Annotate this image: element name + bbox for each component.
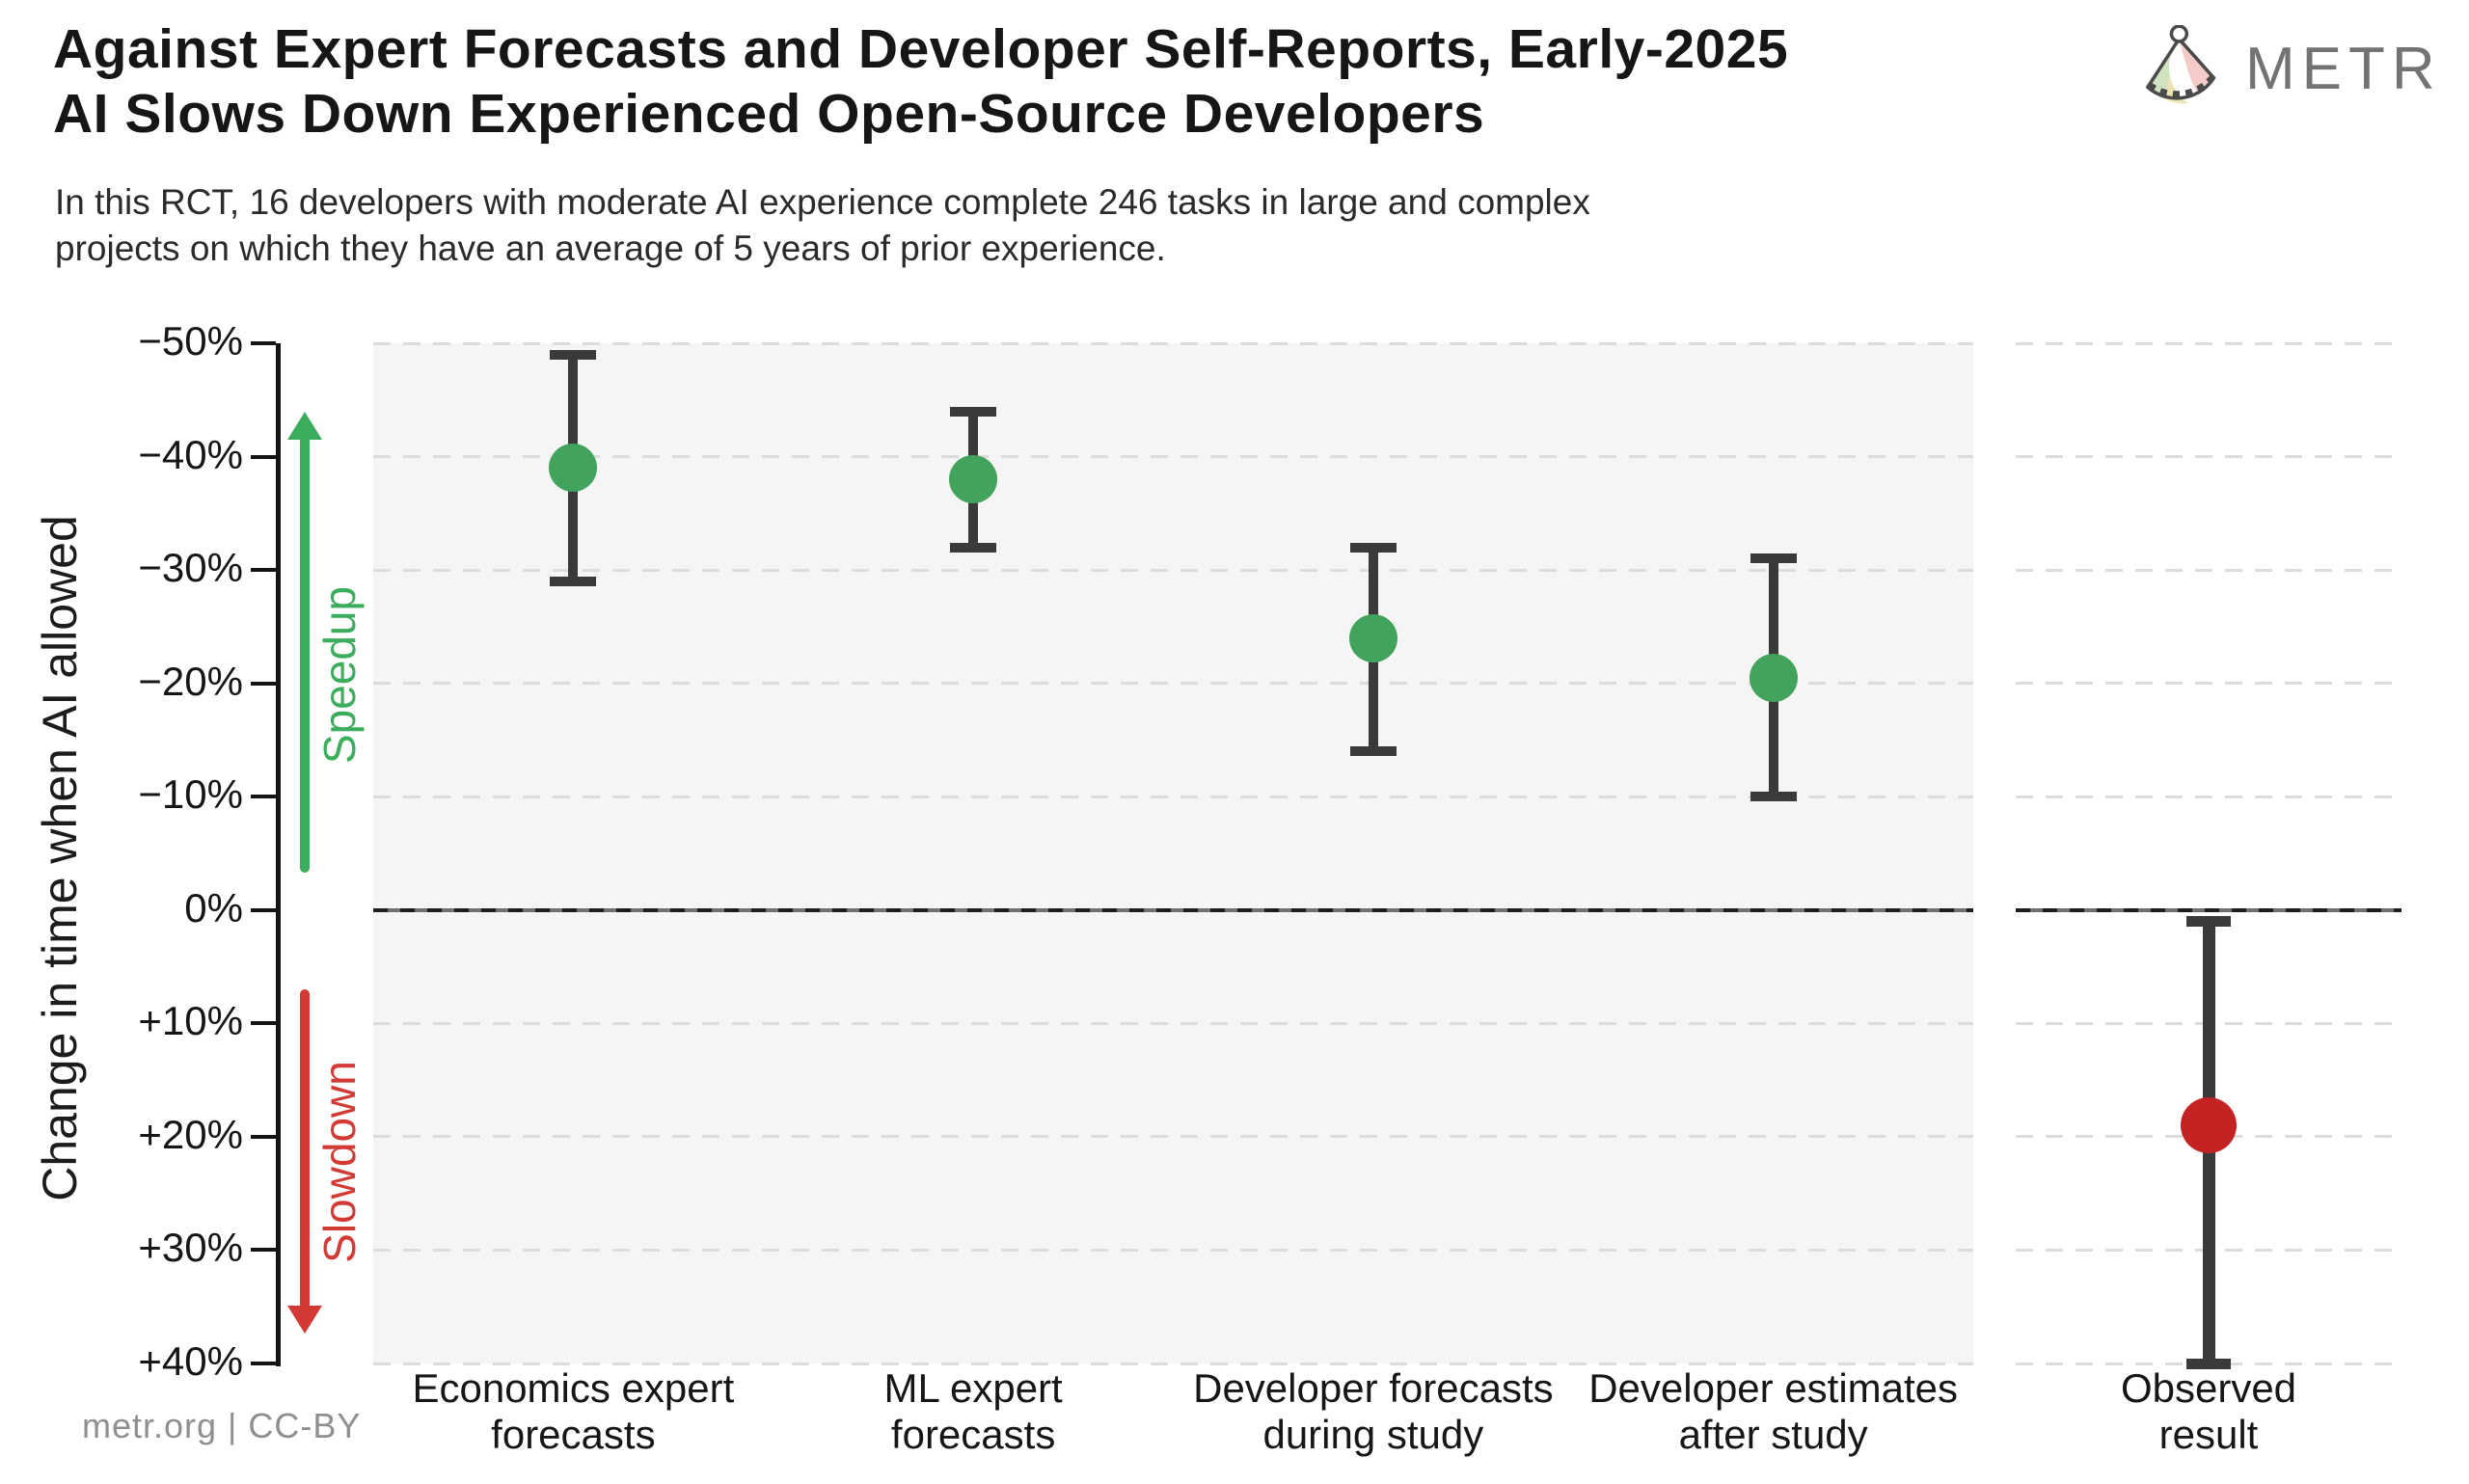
speedup-arrowhead-icon bbox=[287, 411, 322, 440]
metr-logo-icon bbox=[2146, 24, 2216, 103]
grid-line-main-10 bbox=[373, 1021, 1973, 1025]
y-tick-label-20: +20% bbox=[138, 1111, 243, 1157]
data-point-observed-result bbox=[2181, 1097, 2237, 1154]
data-point-economics-expert-forecasts bbox=[549, 444, 598, 493]
y-tick-label--30: −30% bbox=[138, 545, 243, 591]
error-cap-bottom-observed-result bbox=[2186, 1358, 2231, 1369]
grid-line-observed--10 bbox=[2016, 795, 2401, 798]
y-axis-spine bbox=[276, 343, 281, 1366]
y-axis-tick-40 bbox=[251, 1362, 276, 1365]
y-tick-label-40: +40% bbox=[138, 1338, 243, 1384]
error-cap-top-observed-result bbox=[2186, 916, 2231, 928]
error-cap-bottom-developer-estimates-after-study bbox=[1750, 792, 1797, 802]
grid-line-main--30 bbox=[373, 568, 1973, 572]
y-tick-label--20: −20% bbox=[138, 658, 243, 704]
error-cap-bottom-ml-expert-forecasts bbox=[950, 542, 997, 553]
grid-line-observed--50 bbox=[2016, 341, 2401, 345]
grid-line-main--10 bbox=[373, 795, 1973, 798]
metr-logo-text: METR bbox=[2245, 36, 2442, 102]
data-point-developer-estimates-after-study bbox=[1749, 653, 1798, 702]
y-axis-tick--20 bbox=[251, 681, 276, 686]
error-cap-top-ml-expert-forecasts bbox=[950, 406, 997, 417]
y-axis-tick-30 bbox=[251, 1248, 276, 1253]
grid-line-main-30 bbox=[373, 1248, 1973, 1252]
data-point-developer-forecasts-during-study bbox=[1348, 613, 1397, 662]
x-axis-label-developer-estimates-after-study: Developer estimates after study bbox=[1588, 1365, 1959, 1457]
speedup-label: Speedup bbox=[314, 585, 365, 765]
data-point-ml-expert-forecasts bbox=[949, 455, 998, 504]
metr-logo: METR bbox=[2139, 23, 2457, 115]
y-axis-tick--30 bbox=[251, 568, 276, 573]
grid-line-main-40 bbox=[373, 1362, 1973, 1365]
plot-panel-main bbox=[373, 343, 1973, 1363]
error-cap-top-economics-expert-forecasts bbox=[550, 349, 597, 360]
zero-line-dashes-observed bbox=[2016, 907, 2401, 912]
y-tick-label-10: +10% bbox=[138, 998, 243, 1044]
x-axis-label-economics-expert-forecasts: Economics expert forecasts bbox=[412, 1365, 735, 1457]
y-axis-tick-20 bbox=[251, 1134, 276, 1139]
error-cap-top-developer-forecasts-during-study bbox=[1349, 542, 1397, 553]
y-tick-label-30: +30% bbox=[138, 1225, 243, 1271]
speedup-arrow-line bbox=[300, 435, 310, 873]
grid-line-observed--30 bbox=[2016, 568, 2401, 572]
slowdown-arrow-line bbox=[300, 989, 310, 1310]
y-tick-label--40: −40% bbox=[138, 431, 243, 477]
grid-line-main--40 bbox=[373, 455, 1973, 459]
y-axis-tick--10 bbox=[251, 795, 276, 799]
x-axis-label-observed-result: Observed result bbox=[2120, 1365, 2297, 1457]
page-title: Against Expert Forecasts and Developer S… bbox=[53, 18, 1789, 145]
error-cap-top-developer-estimates-after-study bbox=[1750, 553, 1797, 564]
grid-line-main--50 bbox=[373, 341, 1973, 345]
credit-text: metr.org | CC-BY bbox=[82, 1406, 362, 1445]
y-axis-tick-10 bbox=[251, 1021, 276, 1026]
error-cap-bottom-economics-expert-forecasts bbox=[550, 576, 597, 586]
x-axis-label-ml-expert-forecasts: ML expert forecasts bbox=[883, 1365, 1063, 1457]
slowdown-label: Slowdown bbox=[314, 1061, 365, 1263]
chart-subtitle: In this RCT, 16 developers with moderate… bbox=[55, 182, 1590, 268]
grid-line-main-20 bbox=[373, 1135, 1973, 1139]
y-tick-label--50: −50% bbox=[138, 318, 243, 364]
y-axis-tick--50 bbox=[251, 341, 276, 345]
error-cap-bottom-developer-forecasts-during-study bbox=[1349, 746, 1397, 757]
grid-line-observed--40 bbox=[2016, 455, 2401, 459]
y-axis-tick--40 bbox=[251, 454, 276, 459]
grid-line-observed--20 bbox=[2016, 682, 2401, 686]
y-tick-label-0: 0% bbox=[184, 884, 243, 931]
slowdown-arrowhead-icon bbox=[287, 1306, 322, 1335]
grid-line-main--20 bbox=[373, 682, 1973, 686]
x-axis-label-developer-forecasts-during-study: Developer forecasts during study bbox=[1193, 1365, 1554, 1457]
zero-line-dashes-main bbox=[373, 907, 1973, 912]
y-tick-label--10: −10% bbox=[138, 771, 243, 818]
y-axis-tick-0 bbox=[251, 907, 276, 912]
